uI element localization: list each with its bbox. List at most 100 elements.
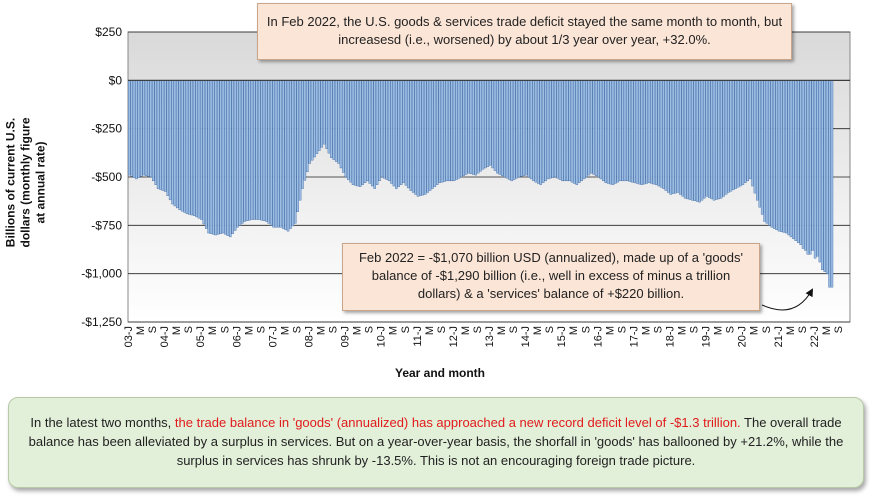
bar — [346, 80, 350, 180]
bar — [438, 80, 441, 183]
bar — [801, 80, 805, 249]
bar — [455, 80, 458, 180]
x-tick-label: M — [677, 326, 689, 335]
bar — [250, 80, 254, 220]
bar — [720, 80, 723, 199]
bar — [811, 80, 814, 251]
x-tick-label: 15-J — [556, 326, 568, 347]
bar — [553, 80, 557, 178]
x-tick-label: S — [400, 326, 412, 333]
bar — [180, 80, 184, 212]
x-tick-label: 16-J — [592, 326, 604, 347]
x-tick-label: S — [436, 326, 448, 333]
bar — [638, 80, 641, 185]
bar — [164, 80, 167, 192]
bar — [212, 80, 215, 235]
bar — [383, 80, 386, 179]
bar — [229, 80, 232, 238]
bar — [462, 80, 465, 176]
x-tick-label: S — [364, 326, 376, 333]
bar — [294, 80, 297, 224]
x-tick-label: M — [316, 326, 328, 335]
bar — [503, 80, 506, 178]
x-tick-label: S — [219, 326, 231, 333]
bar — [667, 80, 670, 193]
bar — [464, 80, 468, 175]
x-tick-label: S — [652, 326, 664, 333]
bar — [532, 80, 535, 182]
summary-highlight: the trade balance in 'goods' (annualized… — [174, 415, 741, 430]
bar — [337, 80, 340, 164]
bar — [149, 80, 153, 178]
bar — [274, 80, 278, 228]
bar — [626, 80, 629, 182]
x-tick-label: M — [749, 326, 761, 335]
bar — [414, 80, 417, 195]
y-tick-label: -$750 — [91, 218, 122, 232]
bar — [501, 80, 504, 176]
x-tick-label: 20-J — [737, 326, 749, 347]
bar — [327, 80, 331, 154]
bar — [563, 80, 567, 182]
bar — [452, 80, 456, 182]
bar — [821, 80, 824, 270]
bar — [529, 80, 533, 180]
bar — [664, 80, 668, 191]
bar — [325, 80, 328, 149]
bar — [284, 80, 287, 231]
bar — [792, 80, 795, 240]
bar — [695, 80, 699, 202]
bar — [188, 80, 191, 215]
bar — [248, 80, 251, 221]
bar — [306, 80, 309, 173]
bar — [330, 80, 333, 158]
bar — [768, 80, 771, 226]
bar — [361, 80, 364, 185]
bar — [652, 80, 656, 185]
x-tick-label: 11-J — [412, 326, 424, 347]
bar — [823, 80, 826, 272]
x-tick-label: 19-J — [701, 326, 713, 347]
y-tick-label: -$1,250 — [81, 315, 122, 329]
bar — [510, 80, 514, 182]
bar — [753, 80, 757, 194]
bar — [241, 80, 244, 224]
bar — [712, 80, 716, 201]
x-tick-label: S — [689, 326, 701, 333]
bar — [156, 80, 160, 189]
bar — [467, 80, 470, 174]
bar — [231, 80, 234, 234]
bar — [351, 80, 355, 185]
bar — [265, 80, 268, 222]
bar — [770, 80, 774, 228]
x-tick-label: S — [725, 326, 737, 333]
x-tick-labels: 03-J M S 04-J M S 05-J M S 06-J M S 07-J M S 08-J M S 09-J… — [123, 326, 845, 347]
bar — [828, 80, 831, 288]
bar — [508, 80, 511, 180]
bar — [472, 80, 475, 175]
bar — [729, 80, 733, 192]
bar — [606, 80, 610, 184]
bar — [349, 80, 352, 183]
bar — [354, 80, 357, 186]
bar — [443, 80, 446, 182]
bar — [332, 80, 335, 160]
bar — [433, 80, 437, 187]
bar — [686, 80, 689, 200]
bar — [168, 80, 172, 201]
bar — [635, 80, 639, 184]
bar — [407, 80, 410, 189]
bar — [385, 80, 388, 180]
bar — [217, 80, 220, 235]
bar — [137, 80, 141, 178]
bar — [190, 80, 194, 216]
bar — [368, 80, 372, 184]
bar — [496, 80, 499, 174]
bar — [359, 80, 362, 187]
bar — [662, 80, 665, 189]
bar — [404, 80, 408, 186]
bar — [599, 80, 603, 180]
bar — [741, 80, 745, 185]
x-tick-label: 12-J — [448, 326, 460, 347]
bar — [493, 80, 497, 171]
